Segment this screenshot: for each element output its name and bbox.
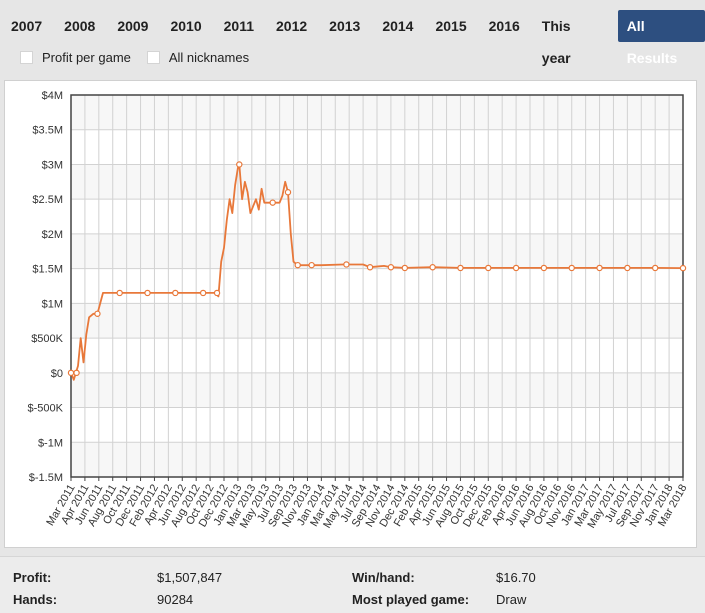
tab-2015[interactable]: 2015 [435,18,467,34]
tab-2011[interactable]: 2011 [223,18,254,34]
chart-container: $4M $3.5M $3M $2.5M $2M $1.5M $1M $500K $0 $-500K… [4,80,697,548]
most-played-game-label: Most played game: [352,592,470,607]
data-point [401,264,409,272]
data-point [144,289,151,297]
data-point [651,264,659,272]
y-tick-label: $2M [42,229,63,241]
y-tick-label: $2.5M [32,194,63,206]
data-point [512,264,520,272]
y-tick-label: $1.5M [32,264,63,276]
data-point [485,264,492,272]
profit-chart: $4M $3.5M $3M $2.5M $2M $1.5M $1M $500K $0 $-500K… [28,90,690,530]
data-point [343,261,350,268]
all-nicknames-option[interactable]: All nicknames [146,50,250,65]
data-point [73,369,80,377]
tab-2012[interactable]: 2012 [276,18,308,34]
most-played-game-value: Draw [496,592,527,607]
tab-this-year[interactable]: This year [541,18,571,66]
data-point [67,369,75,377]
data-point [596,264,603,272]
data-point [199,289,207,297]
y-tick-label: $3M [42,159,63,171]
hands-label: Hands: [13,592,58,607]
data-point [94,310,101,317]
stats-panel: Profit: $1,507,847 Hands: 90284 Win/hand… [0,556,705,613]
profit-value: $1,507,847 [157,570,223,585]
data-point [269,199,276,206]
tab-2008[interactable]: 2008 [64,18,96,34]
tab-2009[interactable]: 2009 [117,18,149,34]
all-nicknames-label: All nicknames [168,50,250,65]
y-tick-label: $4M [42,90,63,102]
data-point [284,189,292,196]
profit-per-game-label: Profit per game [42,50,131,65]
data-point [540,264,548,272]
data-point [624,264,631,272]
profit-per-game-option[interactable]: Profit per game [20,50,131,65]
data-point [172,289,179,297]
tab-2010[interactable]: 2010 [170,18,202,34]
tab-2013[interactable]: 2013 [329,18,361,34]
profit-label: Profit: [13,570,52,585]
data-point [236,161,243,168]
tab-all-results[interactable]: All Results [617,10,705,66]
data-point [116,289,123,297]
data-point [387,264,395,271]
profit-series-line [70,163,684,381]
data-point [679,264,687,272]
data-point [568,264,575,272]
tab-2014[interactable]: 2014 [382,18,414,34]
y-tick-label: $0 [51,368,63,380]
y-tick-label: $-1M [38,437,63,449]
data-point [294,261,301,269]
y-tick-label: $3.5M [32,125,63,137]
win-per-hand-value: $16.70 [496,570,536,585]
data-point [457,264,464,272]
data-point [213,289,221,297]
y-tick-label: $1M [42,298,63,310]
tab-2016[interactable]: 2016 [488,18,520,34]
profit-per-game-checkbox[interactable] [20,51,33,64]
all-nicknames-checkbox[interactable] [146,51,160,64]
tab-2007[interactable]: 2007 [11,18,43,34]
hands-value: 90284 [157,592,194,607]
data-point [308,261,315,269]
year-tabs: 2007 2008 2009 2010 2011 2012 2013 2014 2015 2016… [0,8,705,66]
y-tick-label: $500K [31,333,63,345]
chart-options: Profit per game All nicknames [20,50,265,65]
data-point [366,264,374,271]
y-tick-label: $-500K [28,403,64,415]
win-per-hand-label: Win/hand: [352,570,415,585]
y-tick-label: $-1.5M [29,472,63,484]
data-point [429,264,436,271]
